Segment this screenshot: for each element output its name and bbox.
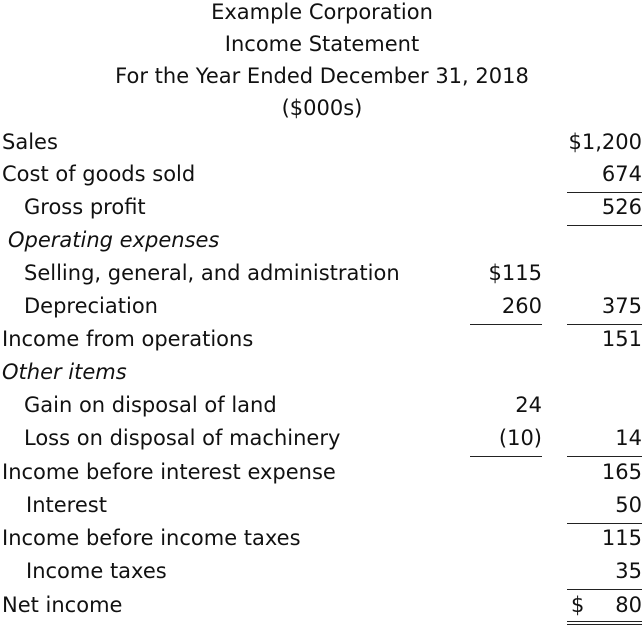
- row-income-from-operations: Income from operations 151: [0, 325, 644, 358]
- amount-detail: $115: [488, 261, 542, 285]
- amount-total: 80: [615, 593, 642, 617]
- row-label: Income before interest expense: [2, 460, 336, 484]
- row-label: Income before income taxes: [2, 526, 301, 550]
- statement-period: For the Year Ended December 31, 2018: [115, 64, 529, 88]
- underline: [567, 589, 642, 590]
- amount-total: 165: [601, 460, 642, 484]
- row-income-before-taxes: Income before income taxes 115: [0, 524, 644, 557]
- amount-total: 14: [615, 426, 642, 450]
- company-name: Example Corporation: [211, 0, 433, 24]
- currency-symbol: $: [571, 593, 585, 617]
- row-label: Income from operations: [2, 327, 254, 351]
- double-underline-bottom: [567, 624, 642, 625]
- row-other-items-heading: Other items: [0, 358, 644, 391]
- underline: [567, 324, 642, 325]
- row-depreciation: Depreciation 260 375: [0, 292, 644, 325]
- amount-detail: (10): [498, 426, 542, 450]
- amount-total: 35: [615, 559, 642, 583]
- underline: [470, 456, 542, 457]
- row-interest: Interest 50: [0, 491, 644, 524]
- row-sales: Sales $1,200: [0, 128, 644, 161]
- section-heading: Operating expenses: [8, 228, 220, 252]
- amount-detail: 24: [515, 393, 542, 417]
- amount-total: 151: [601, 327, 642, 351]
- row-loss-on-disposal: Loss on disposal of machinery (10) 14: [0, 424, 644, 457]
- statement-units: ($000s): [281, 96, 363, 120]
- row-income-before-interest: Income before interest expense 165: [0, 458, 644, 491]
- double-underline-top: [567, 621, 642, 622]
- amount-total: 526: [601, 195, 642, 219]
- section-heading: Other items: [2, 360, 127, 384]
- row-label: Interest: [26, 493, 107, 517]
- row-gross-profit: Gross profit 526: [0, 193, 644, 226]
- amount-total: 375: [601, 294, 642, 318]
- row-label: Sales: [2, 130, 58, 154]
- row-label: Net income: [2, 593, 123, 617]
- amount-total: 50: [615, 493, 642, 517]
- row-sga: Selling, general, and administration $11…: [0, 259, 644, 292]
- row-label: Cost of goods sold: [2, 162, 196, 186]
- underline: [567, 456, 642, 457]
- row-label: Income taxes: [26, 559, 167, 583]
- amount-total: 115: [601, 526, 642, 550]
- amount-total: $1,200: [568, 130, 642, 154]
- row-label: Depreciation: [24, 294, 158, 318]
- row-label: Gross profit: [24, 195, 146, 219]
- underline: [470, 324, 542, 325]
- row-operating-expenses-heading: Operating expenses: [0, 226, 644, 259]
- underline: [567, 523, 642, 524]
- row-gain-on-disposal: Gain on disposal of land 24: [0, 391, 644, 424]
- row-label: Gain on disposal of land: [24, 393, 277, 417]
- amount-total: 674: [601, 162, 642, 186]
- row-label: Selling, general, and administration: [24, 261, 400, 285]
- row-income-taxes: Income taxes 35: [0, 557, 644, 590]
- underline: [567, 192, 642, 193]
- statement-title: Income Statement: [224, 32, 420, 56]
- underline: [567, 225, 642, 226]
- row-label: Loss on disposal of machinery: [24, 426, 341, 450]
- row-net-income: Net income $ 80: [0, 591, 644, 625]
- amount-detail: 260: [501, 294, 542, 318]
- row-cost-of-goods-sold: Cost of goods sold 674: [0, 160, 644, 193]
